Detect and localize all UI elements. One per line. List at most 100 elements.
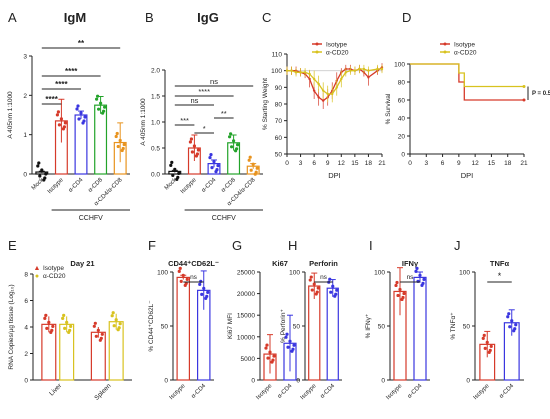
data-point-F-1 <box>198 282 202 286</box>
data-point-B-4 <box>254 170 258 174</box>
y-axis-label-I: % IFNγ⁺ <box>365 313 372 338</box>
x-tick-label-B-2: α-CD4 <box>201 177 218 194</box>
data-point-I-1 <box>414 269 418 273</box>
y-tick-label-A: 2 <box>23 93 27 100</box>
data-point-C-0 <box>367 76 370 79</box>
data-point-I-0 <box>401 295 405 300</box>
x-tick-label-D-3: 9 <box>457 160 461 167</box>
data-point-J-1 <box>507 312 511 316</box>
y-tick-label-B: 1.5 <box>151 94 160 101</box>
y-axis-label-H: % Perforin⁺ <box>280 309 287 343</box>
y-axis-label-F: % CD44⁺CD62L⁻ <box>148 300 155 352</box>
data-point-C-1 <box>285 69 289 72</box>
data-point-C-1 <box>299 71 302 74</box>
data-point-G-1 <box>288 339 292 343</box>
x-tick-label-C-5: 15 <box>351 160 359 167</box>
data-point-F-0 <box>179 279 183 283</box>
data-point-J-1 <box>514 323 518 327</box>
y-axis-label-C: % Starting Weight <box>262 78 269 130</box>
panel-letter-H: H <box>288 238 297 253</box>
data-point-E-1-1 <box>111 311 115 315</box>
data-point-A-3 <box>103 105 107 109</box>
data-point-B-3 <box>230 145 234 149</box>
data-point-C-0 <box>317 96 320 99</box>
data-point-B-1 <box>188 140 192 144</box>
data-point-G-0 <box>266 356 270 360</box>
sig-label-B-2: **** <box>198 87 210 96</box>
data-point-E-1-0 <box>92 324 96 328</box>
y-tick-label-C: 50 <box>275 152 283 159</box>
y-tick-label-H: 0 <box>296 378 300 385</box>
panel-letter-J: J <box>454 238 461 253</box>
y-tick-label-B: 1.0 <box>151 120 160 127</box>
sig-label-F: ns <box>190 274 198 281</box>
x-tick-label-D-6: 18 <box>504 160 512 167</box>
data-point-J-0 <box>483 346 487 350</box>
y-tick-label-C: 90 <box>275 85 283 92</box>
data-point-B-3 <box>232 139 236 143</box>
data-point-B-0 <box>173 167 177 171</box>
panel-letter-G: G <box>232 238 242 253</box>
panel-letter-D: D <box>402 10 411 25</box>
data-point-C-1 <box>312 77 316 81</box>
data-point-B-2 <box>215 168 219 172</box>
data-point-A-2 <box>75 107 79 111</box>
data-point-I-1 <box>422 277 426 281</box>
data-point-H-0 <box>308 278 312 282</box>
data-point-F-0 <box>185 277 189 281</box>
data-point-C-1 <box>321 89 325 92</box>
annotation-D: P = 0.55 <box>532 91 550 97</box>
data-point-G-1 <box>292 343 296 347</box>
data-point-F-0 <box>177 269 181 273</box>
data-point-J-0 <box>485 340 489 344</box>
data-point-J-0 <box>488 348 492 352</box>
sig-label-I: ns <box>407 274 415 281</box>
data-point-E-1-0 <box>96 328 100 332</box>
y-axis-label-G: Ki67 MFI <box>227 313 234 339</box>
x-tick-label-G-0: Isotype <box>255 383 273 401</box>
legend-label-E-0: Isotype <box>43 265 64 272</box>
y-tick-label-D: 0 <box>401 152 405 159</box>
panel-letter-F: F <box>148 238 156 253</box>
data-point-A-4 <box>122 142 126 147</box>
y-tick-label-F: 100 <box>157 270 168 277</box>
data-point-H-1 <box>334 292 338 296</box>
data-point-C-0 <box>308 77 311 81</box>
data-point-H-1 <box>329 290 333 294</box>
bar-E-0-1 <box>59 323 75 381</box>
data-point-C-1 <box>367 69 370 72</box>
data-point-A-0 <box>40 168 44 172</box>
data-point-J-1 <box>508 325 512 329</box>
data-point-A-0 <box>36 164 40 168</box>
data-point-B-1 <box>196 148 200 152</box>
data-point-C-1 <box>353 69 357 72</box>
data-point-G-1 <box>291 347 295 351</box>
data-point-F-0 <box>178 266 182 270</box>
data-point-A-1 <box>59 117 64 121</box>
legend-label-D-1: α-CD20 <box>454 50 477 57</box>
y-tick-label-C: 80 <box>275 102 283 109</box>
data-point-E-1-1 <box>114 318 118 322</box>
data-point-C-1 <box>335 86 338 89</box>
data-point-J-1 <box>510 319 514 323</box>
x-tick-label-E-1: Spleen <box>93 382 113 402</box>
data-point-B-1 <box>192 144 196 148</box>
y-axis-label-D: % Survival <box>385 93 392 124</box>
data-point-F-0 <box>184 281 188 285</box>
sig-label-B-1: ns <box>190 96 198 105</box>
x-tick-label-G-1: α-CD4 <box>277 383 294 400</box>
sig-label-A-1: **** <box>55 80 68 89</box>
data-point-C-1 <box>331 92 334 96</box>
data-point-A-3 <box>102 109 106 113</box>
legend-marker-D-1 <box>443 50 447 54</box>
data-point-I-0 <box>394 283 398 288</box>
data-point-B-0 <box>171 173 175 177</box>
panel-letter-C: C <box>262 10 271 25</box>
y-axis-label-B: A 405nm 1:1000 <box>140 98 147 146</box>
data-point-A-0 <box>44 172 48 176</box>
legend-label-C-1: α-CD20 <box>326 50 349 57</box>
data-point-B-0 <box>177 171 181 175</box>
data-point-I-1 <box>421 281 425 285</box>
x-tick-label-A-1: Isotype <box>47 177 65 195</box>
